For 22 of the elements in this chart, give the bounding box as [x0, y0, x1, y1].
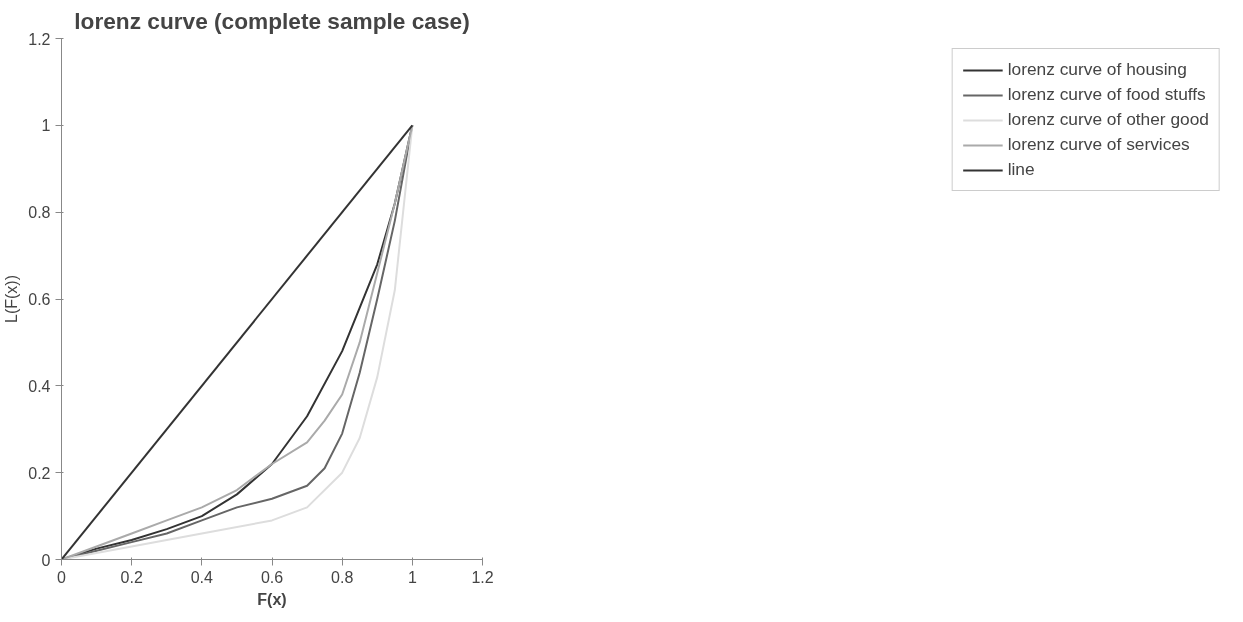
x-tick-label: 0.2 — [120, 568, 143, 586]
x-tick-label: 0.8 — [331, 568, 354, 586]
y-tick-label: 0.6 — [28, 291, 51, 308]
x-tick-label: 0.6 — [260, 568, 284, 586]
legend-label: lorenz curve of food stuffs — [1007, 84, 1206, 105]
y-tick-label: 0.8 — [28, 204, 51, 222]
y-tick-label: 1 — [41, 117, 51, 135]
x-tick-label: 1.2 — [471, 568, 494, 586]
y-tick-label: 1.2 — [28, 30, 51, 48]
x-tick-label: 0 — [57, 568, 67, 586]
y-axis-title: L(F(x)) — [3, 275, 21, 323]
legend-label: lorenz curve of housing — [1007, 59, 1187, 80]
x-axis-title: F(x) — [257, 590, 287, 608]
y-tick-label: 0.2 — [28, 464, 51, 482]
legend-label: lorenz curve of services — [1007, 134, 1190, 155]
y-tick-label: 0 — [41, 551, 51, 569]
x-tick-label: 1 — [407, 568, 417, 586]
chart-title: lorenz curve (complete sample case) — [74, 7, 470, 34]
x-tick-label: 0.4 — [190, 568, 214, 586]
y-tick-label: 0.4 — [28, 377, 51, 395]
legend-label: lorenz curve of other good — [1007, 109, 1209, 130]
legend-label: line — [1007, 159, 1035, 180]
